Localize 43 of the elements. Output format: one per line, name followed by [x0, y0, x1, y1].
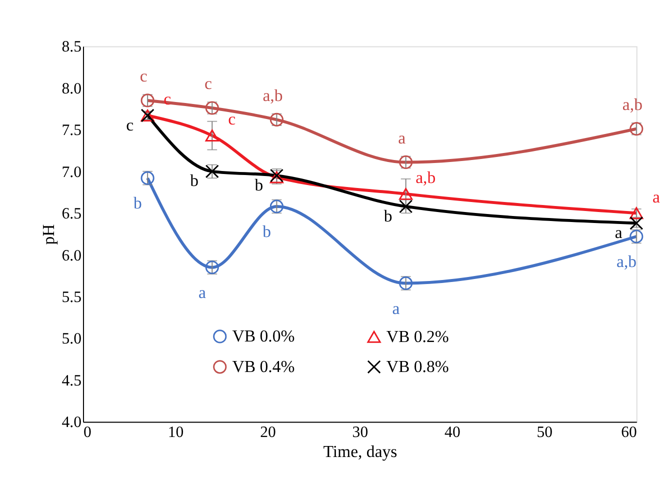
x-tick-label: 60 — [621, 424, 637, 442]
legend-label: VB 0.4% — [232, 356, 295, 376]
y-tick-label: 4.5 — [62, 372, 82, 390]
data-label: b — [190, 171, 199, 190]
point — [205, 130, 219, 142]
y-tick-label: 5.0 — [62, 330, 82, 348]
data-label: a,b — [262, 86, 283, 105]
y-tick-label: 7.5 — [62, 122, 82, 140]
data-label: a,b — [416, 168, 436, 188]
y-axis-title: pH — [38, 224, 58, 245]
data-label: c — [228, 110, 236, 129]
data-label: a — [392, 298, 400, 318]
data-label: c — [126, 115, 134, 134]
x-axis-title: Time, days — [323, 442, 398, 461]
data-label: c — [140, 66, 148, 86]
x-tick-label: 0 — [84, 424, 92, 442]
data-label: a — [652, 187, 660, 206]
data-label: a — [614, 222, 623, 242]
x-tick-label: 30 — [352, 424, 368, 442]
x-tick-label: 20 — [260, 424, 276, 442]
x-tick-label: 40 — [444, 424, 460, 442]
data-label: a,b — [616, 252, 637, 272]
y-tick-label: 6.0 — [62, 247, 82, 264]
legend-label: VB 0.2% — [386, 326, 449, 346]
y-tick-label: 8.5 — [62, 38, 82, 56]
data-label: c — [204, 74, 212, 94]
legend-label: VB 0.8% — [386, 356, 449, 376]
y-tick-label: 4.0 — [62, 414, 82, 432]
x-tick-label: 50 — [536, 424, 553, 442]
data-label: a — [198, 283, 207, 302]
y-tick-label: 5.5 — [62, 289, 82, 306]
x-tick-label: 10 — [168, 424, 184, 442]
data-label: b — [133, 194, 142, 213]
point — [399, 188, 413, 200]
y-tick-label: 8.0 — [62, 80, 82, 98]
data-label: b — [262, 222, 272, 242]
y-tick-label: 7.0 — [62, 164, 82, 181]
y-tick-label: 6.5 — [62, 206, 82, 223]
data-label: b — [254, 175, 264, 194]
data-label: b — [384, 206, 392, 226]
legend-label: VB 0.0% — [232, 326, 295, 346]
data-label: a — [398, 128, 406, 148]
data-label: a,b — [622, 95, 642, 114]
